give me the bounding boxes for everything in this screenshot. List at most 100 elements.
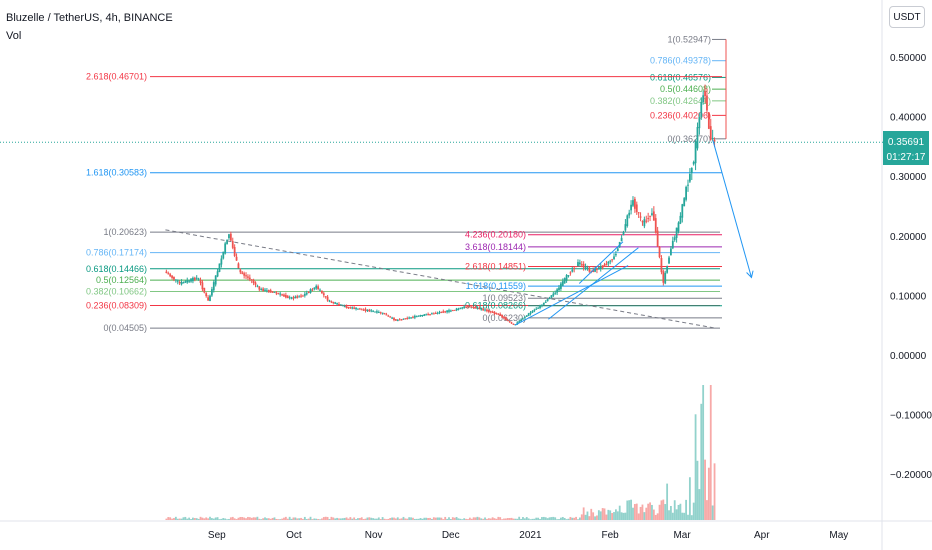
volume-bar — [499, 517, 502, 520]
volume-bar — [377, 517, 380, 520]
candle-body — [692, 161, 695, 165]
volume-bar — [332, 517, 335, 520]
volume-bar — [575, 516, 577, 520]
candle-body — [647, 218, 650, 220]
chart-title: Bluzelle / TetherUS, 4h, BINANCE — [6, 12, 173, 24]
candle-body — [353, 307, 356, 309]
candle-body — [165, 271, 168, 273]
x-tick-label: Nov — [365, 530, 383, 541]
volume-bar — [677, 504, 680, 520]
candle-body — [343, 306, 346, 308]
candle-body — [210, 289, 213, 296]
volume-bar — [193, 518, 196, 520]
candle-body — [313, 287, 316, 290]
candle-body — [599, 266, 602, 269]
volume-bar — [649, 502, 651, 520]
fib-mid-label: 3.618(0.18144) — [465, 242, 526, 252]
volume-bar — [303, 516, 306, 520]
candle-body — [639, 216, 642, 218]
candle-body — [486, 309, 488, 312]
volume-bar — [683, 512, 686, 520]
volume-bar — [231, 516, 234, 520]
candle-body — [305, 292, 308, 295]
volume-bar — [554, 517, 557, 520]
volume-bar — [630, 499, 632, 520]
candle-body — [453, 309, 456, 311]
currency-button[interactable]: USDT — [889, 6, 925, 28]
volume-bar — [688, 477, 691, 520]
volume-bar — [493, 518, 496, 520]
fib-left-label: 0.236(0.08309) — [86, 300, 147, 310]
candle-body — [696, 127, 699, 149]
volume-bar — [698, 489, 701, 520]
volume-bar — [578, 517, 581, 520]
volume-bar — [288, 516, 291, 520]
candle-body — [174, 279, 177, 281]
candle-body — [622, 232, 625, 236]
volume-bar — [527, 518, 530, 520]
candle-body — [565, 275, 568, 281]
volume-bar — [520, 518, 522, 520]
volume-bar — [434, 517, 437, 520]
volume-bar — [620, 512, 623, 520]
volume-bar — [169, 517, 172, 520]
volume-indicator-label[interactable]: Vol — [6, 30, 22, 42]
volume-bar — [391, 517, 393, 520]
candle-body — [260, 288, 263, 290]
projection-arrow-head — [746, 270, 754, 279]
candle-body — [700, 102, 703, 118]
candle-body — [404, 318, 407, 320]
volume-bar — [504, 518, 507, 520]
volume-bar — [501, 519, 504, 520]
volume-bar — [190, 519, 192, 520]
volume-bar — [548, 517, 551, 520]
candle-body — [376, 311, 378, 313]
candle-body — [167, 273, 170, 275]
candle-body — [512, 323, 515, 325]
candle-body — [632, 200, 634, 206]
candle-body — [457, 308, 460, 310]
volume-bar — [438, 517, 441, 520]
candle-body — [233, 247, 236, 257]
candle-body — [630, 204, 632, 211]
candle-body — [190, 278, 192, 282]
volume-bar — [226, 519, 228, 520]
volume-bar — [178, 518, 181, 520]
candle-body — [247, 276, 249, 278]
volume-bar — [315, 518, 318, 520]
volume-bar — [508, 518, 511, 520]
volume-bar — [641, 504, 644, 520]
volume-bar — [556, 519, 559, 520]
candle-body — [461, 307, 464, 309]
candle-body — [560, 283, 562, 289]
candle-body — [396, 320, 399, 322]
fib-mid-label: 1.618(0.11559) — [466, 281, 526, 291]
volume-bar — [484, 517, 486, 520]
volume-bar — [393, 517, 395, 520]
volume-bar — [577, 519, 579, 520]
volume-bar — [486, 518, 488, 520]
volume-bar — [541, 517, 543, 520]
candle-body — [220, 258, 223, 265]
volume-bar — [188, 517, 191, 520]
candle-body — [324, 296, 327, 298]
volume-bar — [599, 511, 602, 520]
volume-bar — [628, 500, 631, 520]
candle-body — [317, 286, 320, 289]
descending-trendline — [165, 229, 716, 329]
candle-body — [476, 307, 479, 309]
candle-body — [197, 278, 200, 280]
volume-bar — [461, 519, 464, 520]
candle-body — [449, 310, 452, 312]
volume-bar — [404, 518, 407, 520]
candle-body — [706, 95, 708, 111]
candle-body — [658, 246, 661, 258]
candle-body — [501, 314, 504, 318]
volume-bar — [431, 518, 433, 520]
volume-bar — [248, 517, 251, 520]
price-tag-countdown: 01:27:17 — [887, 152, 926, 163]
candle-body — [506, 319, 509, 321]
volume-bar — [402, 516, 405, 520]
candle-body — [493, 311, 496, 314]
